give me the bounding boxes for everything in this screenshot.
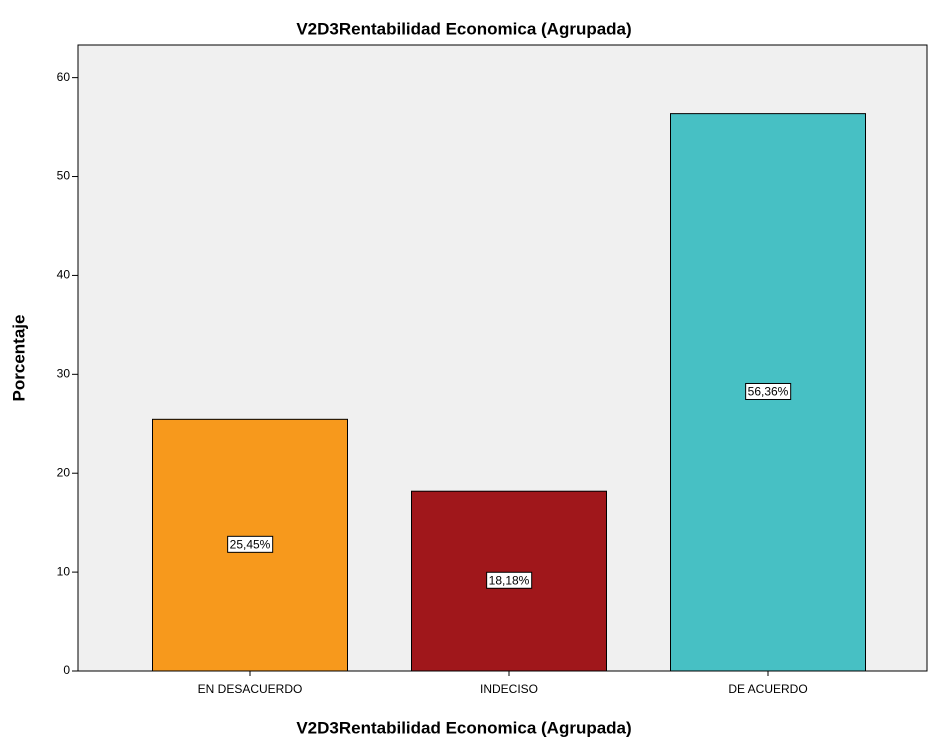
- chart-title: V2D3Rentabilidad Economica (Agrupada): [296, 19, 631, 38]
- x-tick-label: DE ACUERDO: [728, 682, 807, 696]
- data-label-box: [745, 382, 792, 400]
- y-tick-label: 30: [57, 366, 71, 380]
- data-label: 25,45%: [230, 537, 271, 551]
- x-tick-label: INDECISO: [480, 682, 538, 696]
- x-tick-label: EN DESACUERDO: [198, 682, 303, 696]
- data-label-box: [227, 535, 274, 553]
- bar: [411, 490, 607, 672]
- x-axis-label: V2D3Rentabilidad Economica (Agrupada): [296, 718, 631, 737]
- y-tick-label: 0: [63, 663, 70, 677]
- y-tick-label: 10: [57, 564, 71, 578]
- y-tick-label: 60: [57, 70, 71, 84]
- data-label-box: [486, 571, 533, 589]
- data-label: 56,36%: [748, 384, 789, 398]
- data-label: 18,18%: [489, 573, 530, 587]
- y-axis-label: Porcentaje: [9, 315, 28, 402]
- y-tick-label: 20: [57, 465, 71, 479]
- y-tick-label: 50: [57, 169, 71, 183]
- y-tick-label: 40: [57, 268, 71, 282]
